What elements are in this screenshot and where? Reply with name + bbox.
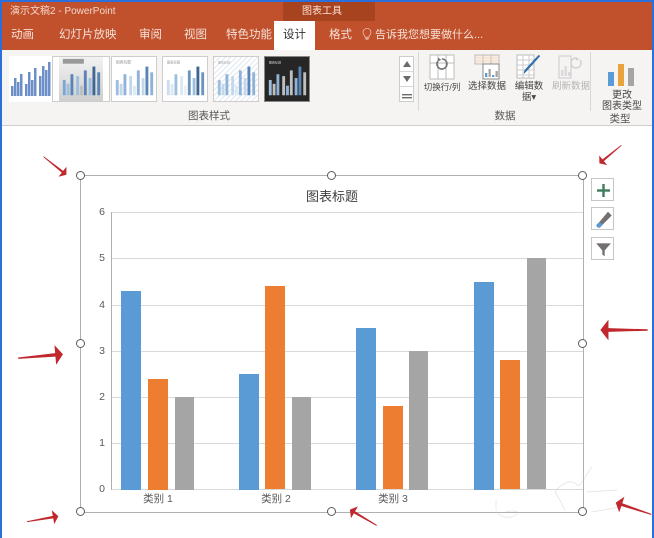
svg-text:图表标题: 图表标题: [116, 60, 131, 65]
svg-text:图表标题: 图表标题: [269, 60, 281, 65]
svg-text:图表标题: 图表标题: [218, 60, 230, 65]
svg-text:图表标题: 图表标题: [167, 60, 181, 65]
